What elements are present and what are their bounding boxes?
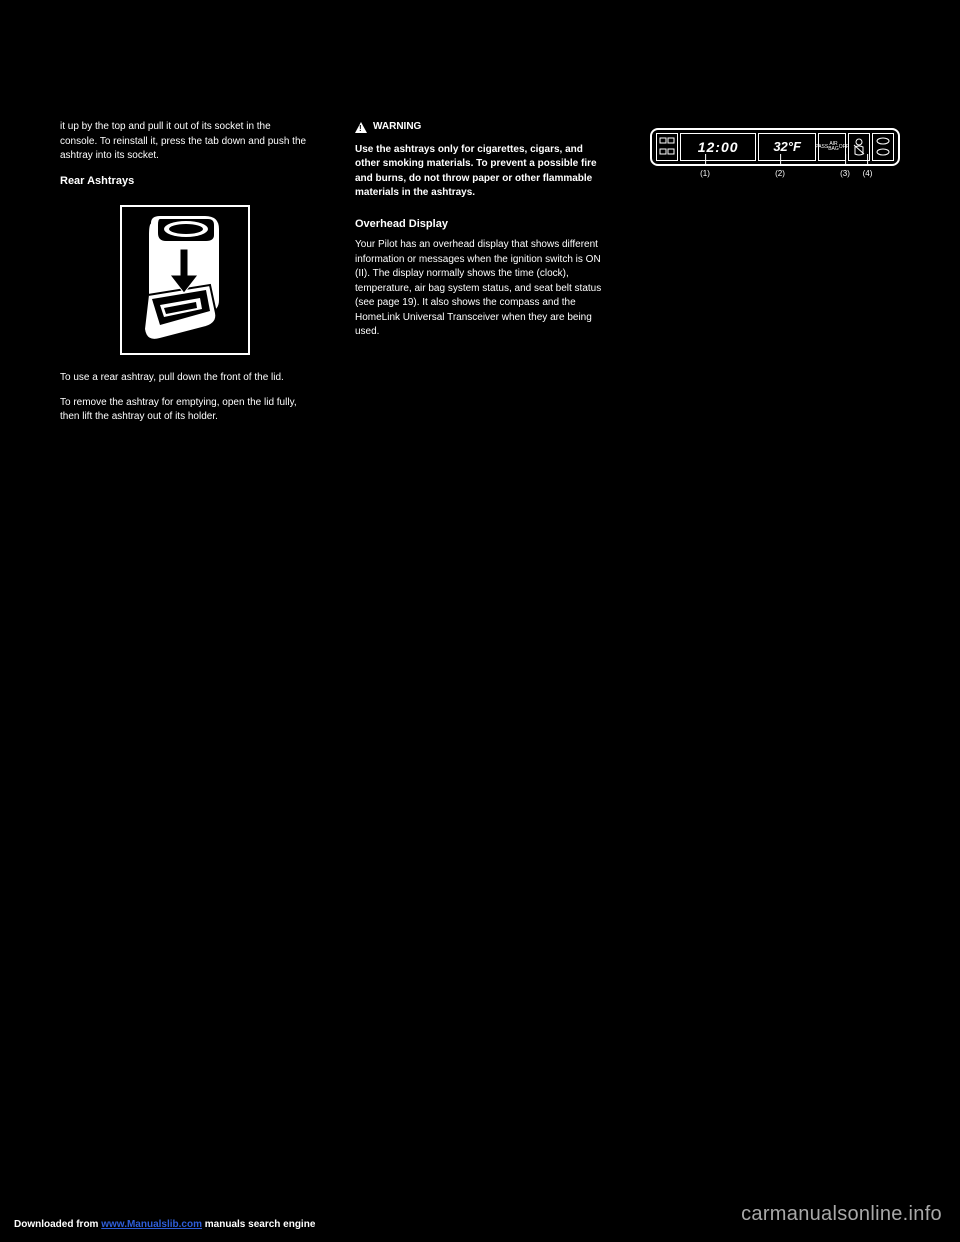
col1-intro-text: it up by the top and pull it out of its … bbox=[60, 120, 310, 164]
callout-2: (2) bbox=[775, 168, 785, 180]
footer-prefix: Downloaded from bbox=[14, 1219, 101, 1230]
column-layout: it up by the top and pull it out of its … bbox=[60, 120, 900, 435]
panel-right-icons bbox=[872, 133, 894, 161]
ashtray-illustration bbox=[120, 205, 250, 355]
manual-page: it up by the top and pull it out of its … bbox=[0, 0, 960, 495]
overhead-display-heading: Overhead Display bbox=[355, 217, 605, 233]
display-panel-callouts: (1) (2) (3) (4) bbox=[650, 168, 900, 204]
footer-source: Downloaded from www.Manualslib.com manua… bbox=[14, 1219, 315, 1230]
ashtray-figure bbox=[60, 205, 310, 355]
warning-label: WARNING bbox=[373, 120, 421, 135]
warning-header: WARNING bbox=[355, 120, 605, 135]
col1-p2: To remove the ashtray for emptying, open… bbox=[60, 396, 310, 425]
warning-body: Use the ashtrays only for cigarettes, ci… bbox=[355, 143, 605, 201]
callout-4: (4) bbox=[863, 168, 873, 180]
warning-triangle-icon bbox=[355, 122, 367, 133]
column-3: 12:00 32°F PASS AIR BAG OFF bbox=[650, 120, 900, 435]
column-2: WARNING Use the ashtrays only for cigare… bbox=[355, 120, 605, 435]
footer-link[interactable]: www.Manualslib.com bbox=[101, 1219, 202, 1230]
watermark: carmanualsonline.info bbox=[741, 1203, 942, 1226]
overhead-display-panel-figure: 12:00 32°F PASS AIR BAG OFF bbox=[650, 128, 900, 204]
display-panel: 12:00 32°F PASS AIR BAG OFF bbox=[650, 128, 900, 166]
panel-time: 12:00 bbox=[680, 133, 756, 161]
footer-suffix: manuals search engine bbox=[202, 1219, 315, 1230]
panel-airbag-status: PASS AIR BAG OFF bbox=[818, 133, 846, 161]
panel-left-icons bbox=[656, 133, 678, 161]
col2-p1: Your Pilot has an overhead display that … bbox=[355, 238, 605, 340]
rear-ashtrays-heading: Rear Ashtrays bbox=[60, 174, 310, 190]
col1-p1: To use a rear ashtray, pull down the fro… bbox=[60, 371, 310, 386]
callout-1: (1) bbox=[700, 168, 710, 180]
column-1: it up by the top and pull it out of its … bbox=[60, 120, 310, 435]
panel-temp: 32°F bbox=[758, 133, 816, 161]
callout-3: (3) bbox=[840, 168, 850, 180]
